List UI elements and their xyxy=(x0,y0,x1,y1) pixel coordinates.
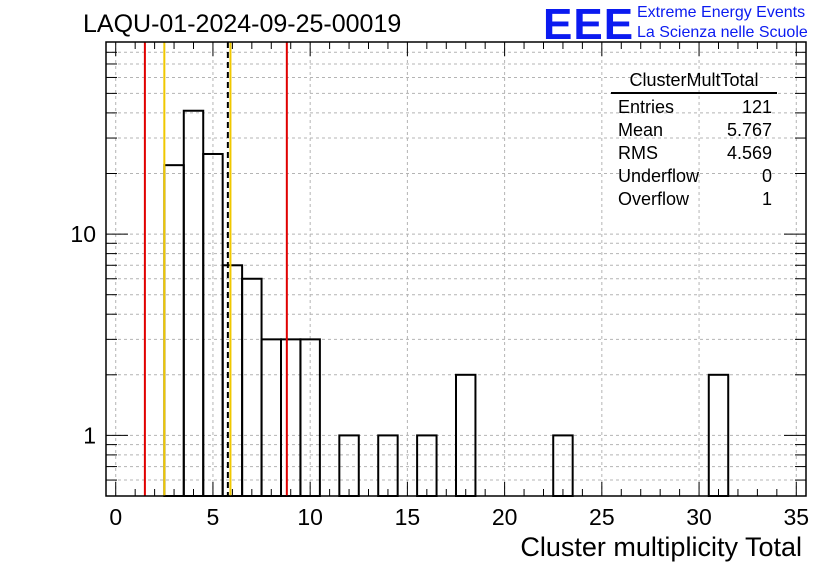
x-tick-label: 35 xyxy=(783,504,809,530)
stats-row: Underflow 0 xyxy=(611,165,777,188)
axis-ticks xyxy=(106,41,806,497)
eee-logo-line1: Extreme Energy Events xyxy=(637,4,806,21)
stats-row: Overflow 1 xyxy=(611,188,777,211)
stats-label: Overflow xyxy=(618,189,690,209)
stats-value: 0 xyxy=(761,166,772,186)
eee-logo: EEE xyxy=(543,0,635,49)
y-tick-label: 10 xyxy=(70,221,96,247)
histogram-bar xyxy=(182,109,205,497)
histogram-bar xyxy=(163,164,185,498)
x-tick-label: 25 xyxy=(589,504,615,530)
stats-title: ClusterMultTotal xyxy=(611,70,777,94)
histogram-bar xyxy=(221,264,244,497)
histogram-bar xyxy=(280,338,302,498)
stats-value: 4.569 xyxy=(726,143,772,163)
stats-value: 121 xyxy=(741,97,772,117)
stats-row: RMS 4.569 xyxy=(611,142,777,165)
x-tick-label: 30 xyxy=(686,504,712,530)
histogram-bar xyxy=(241,277,263,497)
x-tick-label: 10 xyxy=(297,504,323,530)
stats-label: Entries xyxy=(618,97,675,117)
stats-row: Entries 121 xyxy=(611,96,777,119)
x-tick-label: 5 xyxy=(207,504,220,530)
chart-title: LAQU-01-2024-09-25-00019 xyxy=(83,10,402,38)
stats-label: RMS xyxy=(618,143,658,163)
marker-lines xyxy=(143,42,288,496)
stats-box: ClusterMultTotal Entries 121 Mean 5.767 … xyxy=(611,70,777,211)
y-tick-label: 1 xyxy=(83,422,96,448)
plot-frame xyxy=(105,41,807,497)
stats-label: Underflow xyxy=(618,166,700,186)
stats-value: 5.767 xyxy=(726,120,772,140)
stats-label: Mean xyxy=(618,120,664,140)
x-tick-label: 0 xyxy=(109,504,122,530)
x-axis-label: Cluster multiplicity Total xyxy=(520,532,802,562)
stats-row: Mean 5.767 xyxy=(611,119,777,142)
stats-value: 1 xyxy=(761,189,772,209)
tick-labels: 0 5 10 15 20 25 30 35 1 10 xyxy=(70,221,809,530)
x-tick-label: 15 xyxy=(395,504,421,530)
histogram-bar xyxy=(260,338,282,498)
eee-logo-line2: La Scienza nelle Scuole xyxy=(637,24,808,41)
x-tick-label: 20 xyxy=(492,504,518,530)
